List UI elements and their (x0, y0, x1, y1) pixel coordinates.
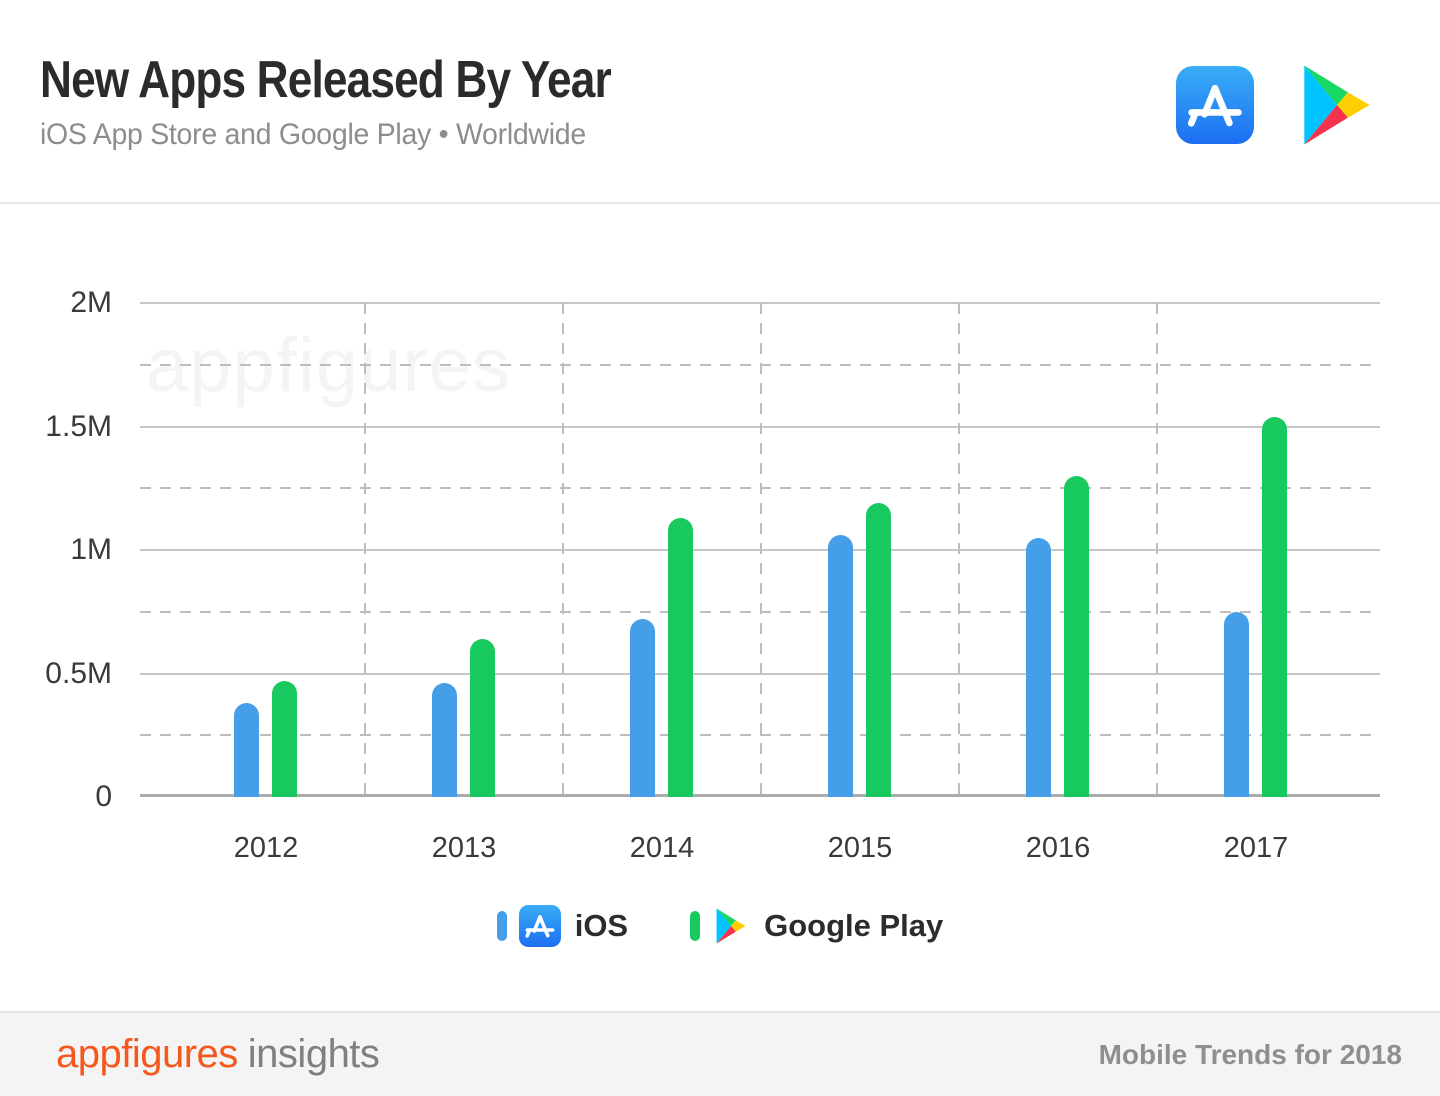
appfigures-wordmark: appfigures (56, 1032, 238, 1076)
bar-google-play-2014 (668, 517, 693, 797)
footer-bar: appfigures insights Mobile Trends for 20… (0, 1011, 1440, 1096)
bar-google-play-2015 (866, 503, 891, 797)
appfigures-insights-logo: appfigures insights (56, 1013, 380, 1096)
x-tick-label-2017: 2017 (1223, 832, 1289, 864)
insights-wordmark: insights (247, 1032, 380, 1076)
y-tick-label-1M: 1M (70, 533, 112, 566)
legend-label-ios: iOS (574, 908, 629, 943)
x-tick-label-2012: 2012 (233, 832, 299, 864)
app-store-icon (518, 905, 561, 947)
page-subtitle: iOS App Store and Google Play • Worldwid… (40, 118, 586, 151)
x-tick-label-2015: 2015 (827, 832, 893, 864)
google-play-icon (1304, 65, 1370, 145)
app-store-icon (1176, 66, 1254, 144)
bar-chart-plot-area (140, 302, 1380, 797)
bar-ios-2016 (1026, 537, 1051, 797)
legend-label-google-play: Google Play (764, 908, 944, 943)
y-tick-label-2M: 2M (70, 286, 112, 319)
bar-ios-2015 (828, 535, 853, 797)
bar-ios-2013 (432, 683, 457, 797)
vertical-gridline-2014-2015 (760, 303, 762, 797)
bar-google-play-2012 (272, 680, 297, 797)
bar-ios-2012 (234, 703, 259, 797)
x-tick-label-2013: 2013 (431, 832, 497, 864)
header-divider (0, 202, 1440, 204)
x-axis-baseline (140, 794, 1380, 797)
legend-item-ios: iOS (496, 905, 629, 947)
google-play-bar-color-swatch (690, 911, 701, 941)
vertical-gridline-2012-2013 (364, 303, 366, 797)
bar-google-play-2017 (1262, 416, 1287, 797)
legend-item-google-play: Google Play (690, 907, 943, 945)
ios-bar-color-swatch (496, 911, 507, 941)
footer-report-title: Mobile Trends for 2018 (1098, 1038, 1402, 1070)
bar-ios-2017 (1224, 611, 1249, 797)
bar-google-play-2016 (1064, 475, 1089, 797)
google-play-icon (716, 908, 746, 944)
bar-google-play-2013 (470, 638, 495, 797)
y-tick-label-1.5M: 1.5M (45, 409, 112, 443)
x-tick-label-2014: 2014 (629, 832, 695, 864)
chart-legend: iOS Google Play (0, 901, 1440, 951)
x-tick-label-2016: 2016 (1025, 832, 1091, 864)
y-tick-label-0.5M: 0.5M (45, 656, 112, 690)
bar-ios-2014 (630, 619, 655, 797)
vertical-gridline-2015-2016 (958, 303, 960, 797)
y-tick-label-0: 0 (95, 780, 112, 813)
vertical-gridline-2016-2017 (1156, 303, 1158, 797)
page-title: New Apps Released By Year (40, 51, 612, 109)
vertical-gridline-2013-2014 (562, 303, 564, 797)
